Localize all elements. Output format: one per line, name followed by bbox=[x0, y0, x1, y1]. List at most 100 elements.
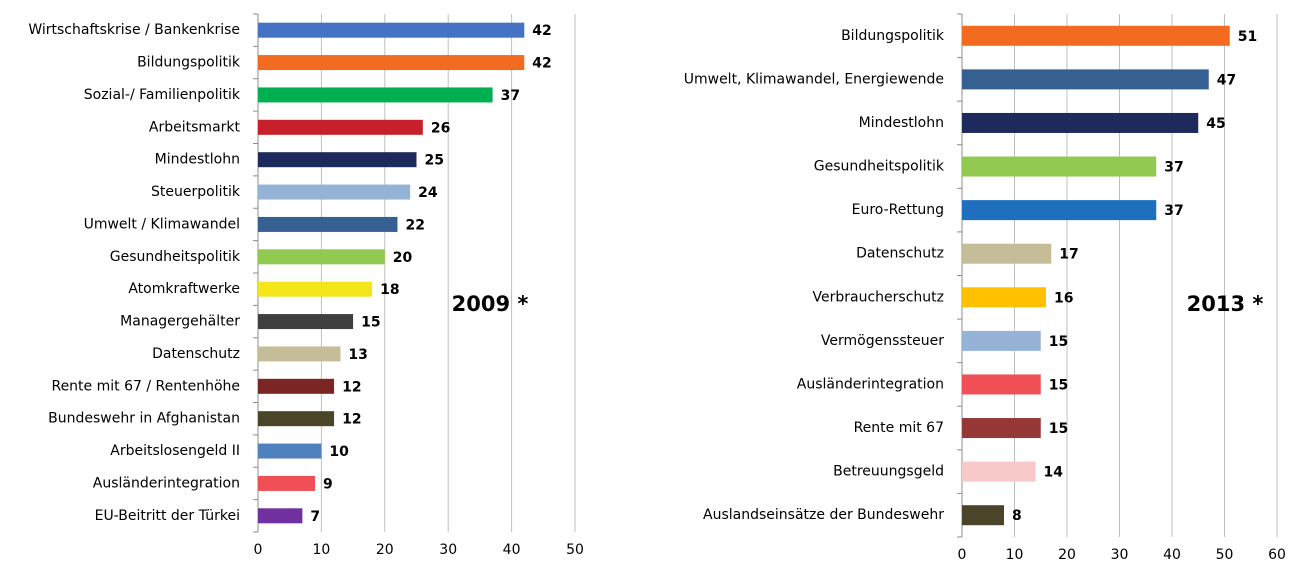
y-tick-label: Datenschutz bbox=[152, 346, 240, 362]
y-tick-label: Vermögenssteuer bbox=[821, 333, 944, 349]
bar bbox=[962, 156, 1157, 177]
y-tick-label: Auslandseinsätze der Bundeswehr bbox=[703, 507, 944, 523]
y-tick-label: Atomkraftwerke bbox=[128, 281, 240, 297]
y-tick-label: Ausländerintegration bbox=[797, 376, 944, 392]
bar bbox=[962, 200, 1157, 221]
y-tick-label: Arbeitslosengeld II bbox=[110, 443, 240, 459]
value-label: 25 bbox=[425, 153, 444, 169]
value-label: 37 bbox=[1164, 160, 1183, 176]
y-tick-label: Betreuungsgeld bbox=[833, 464, 944, 480]
y-tick-label: Datenschutz bbox=[856, 246, 944, 262]
bar bbox=[258, 508, 303, 524]
value-label: 9 bbox=[323, 476, 333, 492]
bar bbox=[258, 443, 322, 459]
y-tick-label: Euro-Rettung bbox=[852, 202, 944, 218]
bar bbox=[258, 184, 411, 200]
x-tick-label: 10 bbox=[1006, 547, 1024, 563]
bar bbox=[962, 374, 1041, 395]
bar bbox=[258, 346, 341, 362]
y-tick-label: Mindestlohn bbox=[859, 115, 944, 131]
x-tick-label: 0 bbox=[958, 547, 967, 563]
bar bbox=[962, 112, 1199, 133]
value-label: 16 bbox=[1054, 290, 1073, 306]
value-label: 47 bbox=[1217, 72, 1236, 88]
bar bbox=[962, 330, 1041, 351]
y-tick-label: Arbeitsmarkt bbox=[149, 119, 241, 135]
bar bbox=[258, 119, 423, 135]
bar bbox=[258, 152, 417, 168]
y-tick-label: Rente mit 67 bbox=[854, 420, 944, 436]
bar bbox=[962, 461, 1036, 482]
x-tick-label: 60 bbox=[1268, 547, 1286, 563]
bar bbox=[258, 249, 385, 265]
x-tick-label: 40 bbox=[503, 542, 521, 558]
bar bbox=[962, 25, 1230, 46]
y-tick-label: Steuerpolitik bbox=[151, 184, 241, 200]
x-tick-label: 50 bbox=[566, 542, 584, 558]
x-tick-label: 30 bbox=[439, 542, 457, 558]
annotation: 2013 * bbox=[1187, 292, 1264, 316]
x-tick-label: 40 bbox=[1163, 547, 1181, 563]
bar bbox=[962, 243, 1052, 264]
bar bbox=[258, 55, 525, 71]
y-tick-label: Bundeswehr in Afghanistan bbox=[48, 411, 240, 427]
bar bbox=[962, 287, 1046, 308]
value-label: 24 bbox=[418, 185, 438, 201]
value-label: 10 bbox=[329, 444, 349, 460]
value-label: 15 bbox=[1049, 377, 1068, 393]
y-tick-label: Gesundheitspolitik bbox=[814, 159, 945, 175]
value-label: 13 bbox=[348, 347, 367, 363]
value-label: 26 bbox=[431, 120, 450, 136]
value-label: 14 bbox=[1044, 465, 1064, 481]
value-label: 22 bbox=[405, 217, 424, 233]
value-label: 17 bbox=[1059, 247, 1078, 263]
y-tick-label: Sozial-/ Familienpolitik bbox=[84, 87, 241, 103]
y-tick-label: Verbraucherschutz bbox=[813, 289, 944, 305]
y-tick-label: Wirtschaftskrise / Bankenkrise bbox=[28, 22, 240, 38]
x-tick-label: 0 bbox=[254, 542, 263, 558]
bar bbox=[962, 418, 1041, 439]
value-label: 8 bbox=[1012, 508, 1022, 524]
x-tick-label: 20 bbox=[376, 542, 394, 558]
y-tick-label: EU-Beitritt der Türkei bbox=[95, 508, 240, 524]
y-tick-label: Ausländerintegration bbox=[93, 475, 240, 491]
y-tick-label: Mindestlohn bbox=[155, 152, 240, 168]
value-label: 37 bbox=[501, 88, 520, 104]
x-tick-label: 20 bbox=[1058, 547, 1076, 563]
value-label: 15 bbox=[1049, 421, 1068, 437]
value-label: 12 bbox=[342, 412, 361, 428]
value-label: 42 bbox=[532, 23, 551, 39]
y-tick-label: Bildungspolitik bbox=[137, 55, 241, 71]
value-label: 7 bbox=[310, 509, 320, 525]
bar bbox=[258, 314, 354, 330]
bar bbox=[258, 475, 316, 491]
bar bbox=[258, 87, 493, 103]
x-tick-label: 10 bbox=[312, 542, 330, 558]
value-label: 18 bbox=[380, 282, 399, 298]
bar bbox=[962, 505, 1004, 526]
value-label: 12 bbox=[342, 379, 361, 395]
y-tick-label: Managergehälter bbox=[120, 314, 240, 330]
value-label: 15 bbox=[361, 315, 380, 331]
bar bbox=[258, 281, 373, 297]
y-tick-label: Rente mit 67 / Rentenhöhe bbox=[51, 378, 240, 394]
x-tick-label: 30 bbox=[1111, 547, 1129, 563]
value-label: 45 bbox=[1206, 116, 1225, 132]
bar bbox=[258, 22, 525, 38]
value-label: 15 bbox=[1049, 334, 1068, 350]
value-label: 20 bbox=[393, 250, 413, 266]
y-tick-label: Gesundheitspolitik bbox=[110, 249, 241, 265]
y-tick-label: Bildungspolitik bbox=[841, 28, 945, 44]
y-tick-label: Umwelt, Klimawandel, Energiewende bbox=[684, 71, 944, 87]
bar bbox=[258, 378, 335, 394]
y-tick-label: Umwelt / Klimawandel bbox=[84, 216, 240, 232]
bar bbox=[962, 69, 1209, 90]
value-label: 51 bbox=[1238, 29, 1257, 45]
bar bbox=[258, 411, 335, 427]
annotation: 2009 * bbox=[452, 292, 529, 316]
value-label: 37 bbox=[1164, 203, 1183, 219]
value-label: 42 bbox=[532, 56, 551, 72]
bar bbox=[258, 216, 398, 232]
x-tick-label: 50 bbox=[1216, 547, 1234, 563]
